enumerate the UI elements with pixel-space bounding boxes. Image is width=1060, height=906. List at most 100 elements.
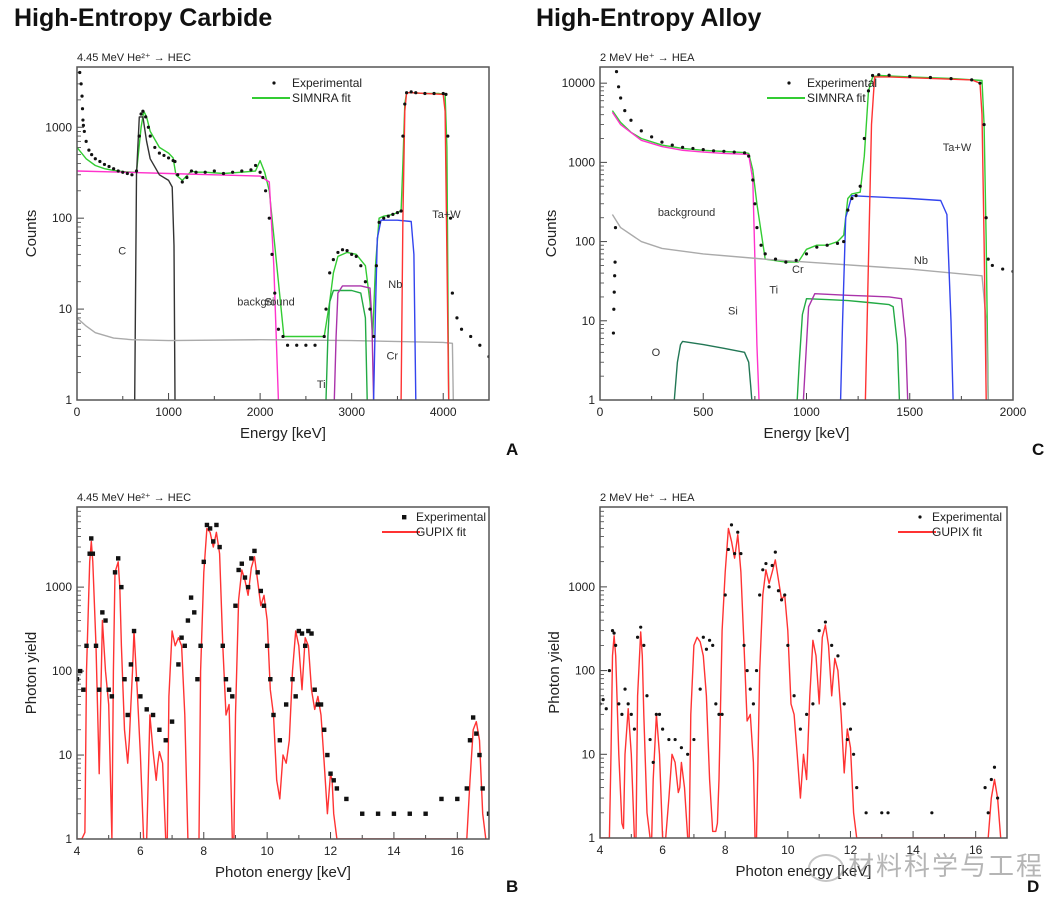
x-tick-label: 12 <box>324 844 338 858</box>
data-point <box>130 173 134 177</box>
data-point <box>217 544 222 550</box>
data-point <box>372 334 376 339</box>
section-title-hec: High-Entropy Carbide <box>14 4 273 32</box>
data-point <box>845 737 849 742</box>
annotation-label: Cr <box>792 264 804 276</box>
data-point <box>686 752 690 756</box>
data-point <box>805 712 809 716</box>
plot-area <box>611 69 1013 400</box>
data-point <box>601 698 605 702</box>
data-point <box>850 196 854 201</box>
data-point <box>745 668 749 673</box>
data-point <box>763 252 767 256</box>
data-point <box>233 603 238 608</box>
data-point <box>162 153 166 158</box>
legend-marker-experimental <box>272 81 276 85</box>
series-line-si <box>77 170 280 400</box>
data-point <box>469 334 473 339</box>
data-point <box>125 712 130 718</box>
plot-area <box>77 522 489 839</box>
data-point <box>395 211 400 215</box>
annotation-label: background <box>237 296 295 308</box>
data-point <box>717 712 721 716</box>
data-point <box>331 258 335 262</box>
data-point <box>784 260 788 264</box>
data-point <box>455 316 459 320</box>
data-point <box>336 250 340 255</box>
data-point <box>755 226 759 230</box>
data-point <box>733 551 737 556</box>
data-point <box>144 707 149 712</box>
data-point <box>862 136 866 141</box>
data-point <box>722 149 726 153</box>
data-point <box>645 694 649 698</box>
data-point <box>271 712 276 718</box>
data-point <box>122 677 127 682</box>
panel-label-c: C <box>1032 440 1045 459</box>
data-point <box>635 635 640 639</box>
data-point <box>245 584 251 590</box>
data-point <box>632 727 637 731</box>
y-tick-label: 1000 <box>568 580 595 594</box>
data-point <box>268 677 273 682</box>
y-tick-label: 100 <box>52 211 72 225</box>
data-point <box>613 260 617 264</box>
data-point <box>144 115 148 119</box>
data-point <box>309 631 314 636</box>
data-point <box>134 169 139 173</box>
data-point <box>836 654 840 658</box>
data-point <box>106 687 111 692</box>
data-point <box>296 628 302 634</box>
data-point <box>368 307 372 311</box>
data-point <box>729 523 734 527</box>
x-tick-label: 0 <box>74 405 81 419</box>
data-point <box>423 811 428 816</box>
data-point <box>610 629 615 633</box>
data-point <box>354 254 358 258</box>
data-point <box>295 343 299 347</box>
data-point <box>611 331 616 335</box>
data-point <box>692 737 696 742</box>
data-point <box>612 307 616 311</box>
x-tick-label: 16 <box>969 843 983 857</box>
data-point <box>211 539 216 544</box>
legend-label-fit: SIMNRA fit <box>292 91 351 105</box>
data-point <box>773 550 777 554</box>
y-tick-label: 1000 <box>45 580 72 594</box>
data-point <box>299 631 305 636</box>
data-point <box>180 180 184 184</box>
data-point <box>870 73 875 78</box>
data-point <box>331 778 336 783</box>
series-line-ti <box>325 289 368 400</box>
data-point <box>886 811 890 815</box>
data-point <box>334 786 340 791</box>
series-line-gupix-fit <box>77 527 487 839</box>
legend-label-experimental: Experimental <box>416 510 486 524</box>
data-point <box>767 585 771 589</box>
data-point <box>212 169 216 173</box>
data-point <box>157 151 161 155</box>
data-point <box>306 628 311 634</box>
data-point <box>739 551 743 556</box>
data-point <box>214 522 219 528</box>
series-line-cr <box>802 293 909 400</box>
data-point <box>616 85 621 89</box>
y-tick-label: 100 <box>575 664 595 678</box>
data-point <box>681 145 685 149</box>
x-tick-label: 1500 <box>896 405 923 419</box>
data-point <box>783 593 787 597</box>
x-tick-label: 16 <box>451 844 465 858</box>
data-point <box>102 162 107 167</box>
data-point <box>751 702 756 706</box>
data-point <box>169 719 175 724</box>
data-point <box>194 170 198 174</box>
data-point <box>866 89 871 93</box>
data-point <box>107 164 111 169</box>
data-point <box>139 112 143 116</box>
data-point <box>773 257 778 261</box>
annotation-label: C <box>118 245 126 257</box>
data-point <box>720 712 724 716</box>
data-point <box>90 153 94 157</box>
x-tick-label: 14 <box>906 843 920 857</box>
